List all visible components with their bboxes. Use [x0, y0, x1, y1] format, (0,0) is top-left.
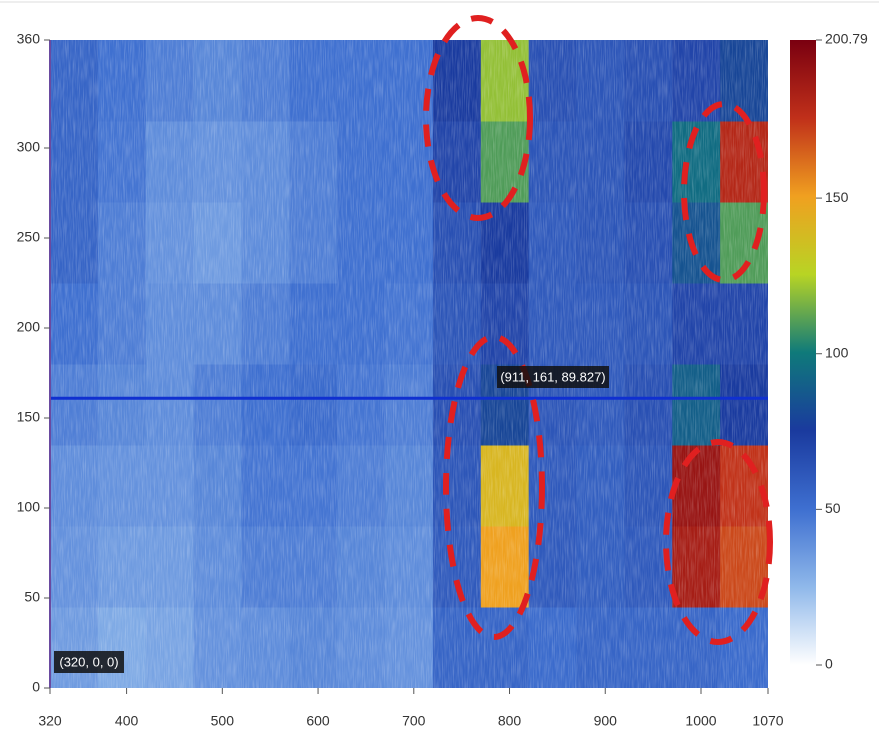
x-tick-label: 320	[38, 713, 62, 729]
y-tick-label: 100	[17, 499, 41, 515]
x-tick-label: 900	[594, 713, 618, 729]
chart: (911, 161, 89.827) (320, 0, 0) 320400500…	[0, 0, 879, 747]
colorbar-tick-label: 150	[825, 189, 849, 205]
colorbar-tick-label: 100	[825, 344, 849, 360]
annotation: (320, 0, 0)	[59, 654, 118, 669]
x-tick-label: 1070	[752, 713, 783, 729]
y-tick-label: 0	[32, 679, 40, 695]
x-tick-label: 400	[115, 713, 139, 729]
y-tick-label: 150	[17, 409, 41, 425]
colorbar-tick-label: 200.79	[825, 31, 868, 47]
colorbar	[790, 40, 816, 665]
y-tick-label: 300	[17, 139, 41, 155]
x-tick-label: 1000	[685, 713, 716, 729]
x-tick-label: 700	[402, 713, 426, 729]
annotation: (911, 161, 89.827)	[500, 369, 605, 384]
y-tick-label: 360	[17, 31, 41, 47]
x-tick-label: 600	[306, 713, 330, 729]
y-tick-label: 200	[17, 319, 41, 335]
y-tick-label: 50	[24, 589, 40, 605]
x-tick-label: 800	[498, 713, 522, 729]
x-tick-label: 500	[211, 713, 235, 729]
colorbar-tick-label: 50	[825, 500, 841, 516]
colorbar-tick-label: 0	[825, 656, 833, 672]
texture	[50, 40, 768, 688]
y-tick-label: 250	[17, 229, 41, 245]
